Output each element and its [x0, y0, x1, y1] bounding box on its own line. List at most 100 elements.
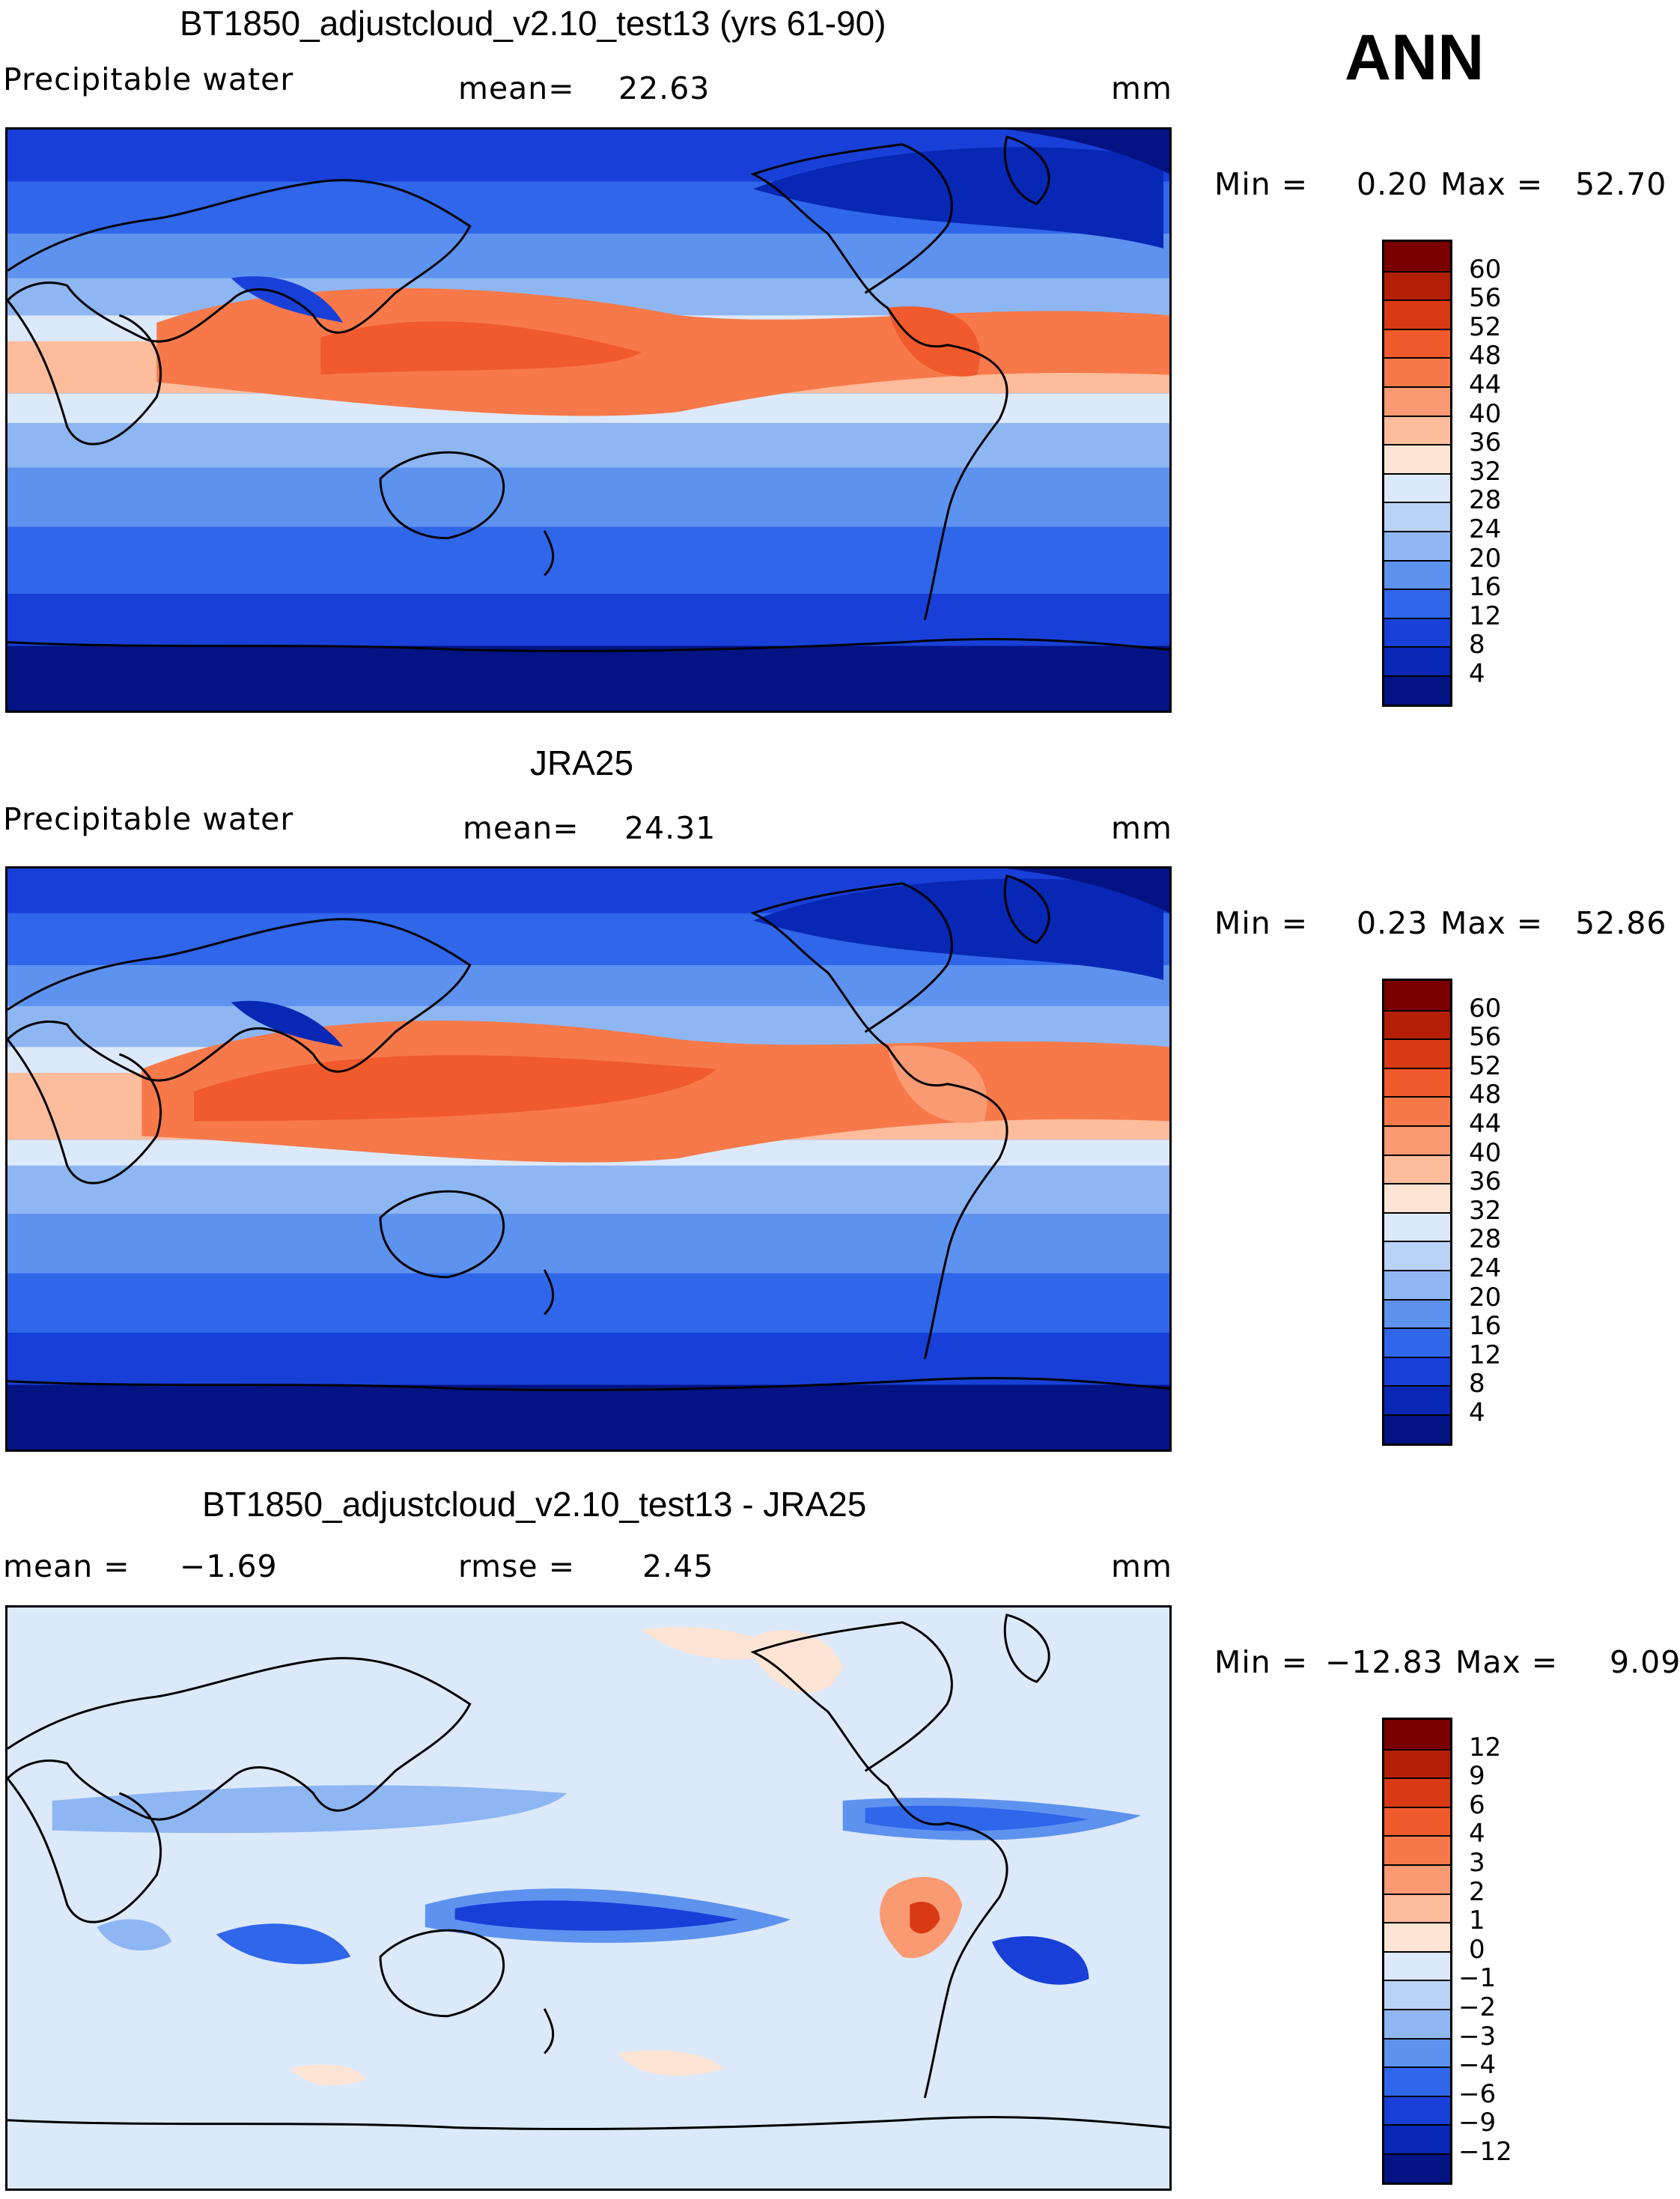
- colorbar-tick-label: 44: [1469, 370, 1502, 400]
- colorbar-swatch: [1384, 588, 1450, 618]
- colorbar-tick-label: 28: [1469, 1224, 1502, 1255]
- colorbar-tick-label: 8: [1469, 1369, 1485, 1399]
- colorbar-swatch: [1384, 1950, 1450, 1980]
- colorbar-swatch: [1384, 1806, 1450, 1836]
- panel2-min-label: Min =: [1214, 905, 1309, 941]
- colorbar-tick-label: 32: [1469, 456, 1502, 487]
- colorbar-swatch: [1384, 1835, 1450, 1864]
- colorbar-swatch: [1384, 530, 1450, 560]
- colorbar-tick-label: 9: [1469, 1761, 1485, 1792]
- colorbar-tick-label: 48: [1469, 1080, 1502, 1110]
- panel2-colorbar: [1382, 979, 1452, 1446]
- colorbar-swatch: [1384, 1154, 1450, 1184]
- colorbar-swatch: [1384, 1183, 1450, 1212]
- panel1-max-label: Max =: [1440, 166, 1544, 202]
- panel2-max-label: Max =: [1440, 905, 1544, 941]
- colorbar-tick-label: 36: [1469, 1167, 1502, 1197]
- panel3-mean-value: −1.69: [180, 1548, 278, 1584]
- panel1-min-value: 0.20: [1357, 166, 1428, 202]
- colorbar-tick-label: −2: [1458, 1992, 1497, 2022]
- panel3-max-label: Max =: [1455, 1644, 1559, 1680]
- colorbar-tick-label: 52: [1469, 311, 1502, 342]
- colorbar-tick-label: 60: [1469, 254, 1502, 285]
- colorbar-tick-label: 56: [1469, 283, 1502, 314]
- colorbar-swatch: [1384, 1385, 1450, 1414]
- colorbar-tick-label: 2: [1469, 1876, 1485, 1907]
- colorbar-tick-label: 12: [1469, 600, 1502, 631]
- panel3-rmse-value: 2.45: [642, 1548, 714, 1584]
- colorbar-swatch: [1384, 675, 1450, 705]
- colorbar-tick-label: 8: [1469, 630, 1485, 660]
- colorbar-tick-label: 20: [1469, 1282, 1502, 1313]
- colorbar-swatch: [1384, 1356, 1450, 1386]
- panel1-map-svg: [7, 130, 1169, 711]
- panel1-map: [5, 127, 1172, 713]
- colorbar-tick-label: −9: [1458, 2108, 1497, 2138]
- colorbar-swatch: [1384, 1777, 1450, 1807]
- colorbar-tick-label: 4: [1469, 1398, 1485, 1428]
- colorbar-swatch: [1384, 1327, 1450, 1357]
- panel3-title: BT1850_adjustcloud_v2.10_test13 - JRA25: [202, 1485, 867, 1524]
- colorbar-swatch: [1384, 2066, 1450, 2096]
- panel1-variable: Precipitable water: [3, 61, 294, 97]
- colorbar-swatch: [1384, 2037, 1450, 2067]
- season-label: ANN: [1345, 22, 1485, 94]
- panel3-units: mm: [1111, 1548, 1172, 1584]
- colorbar-swatch: [1384, 502, 1450, 531]
- panel2-units: mm: [1111, 810, 1172, 846]
- colorbar-swatch: [1384, 472, 1450, 502]
- panel1-mean-label: mean=: [458, 70, 575, 106]
- colorbar-swatch: [1384, 1096, 1450, 1125]
- colorbar-swatch: [1384, 559, 1450, 589]
- colorbar-tick-label: 36: [1469, 428, 1502, 458]
- colorbar-tick-label: 32: [1469, 1195, 1502, 1226]
- colorbar-swatch: [1384, 299, 1450, 329]
- colorbar-swatch: [1384, 2008, 1450, 2038]
- colorbar-tick-label: −4: [1458, 2050, 1497, 2081]
- panel3-map-svg: [7, 1608, 1169, 2189]
- panel3-map: [5, 1605, 1172, 2191]
- colorbar-tick-label: 16: [1469, 1311, 1502, 1342]
- colorbar-tick-label: 6: [1469, 1789, 1485, 1820]
- colorbar-tick-label: 16: [1469, 572, 1502, 603]
- colorbar-tick-label: −6: [1458, 2078, 1497, 2109]
- colorbar-swatch: [1384, 1893, 1450, 1923]
- colorbar-tick-label: −12: [1458, 2137, 1512, 2167]
- colorbar-tick-label: 1: [1469, 1906, 1485, 1936]
- panel1-colorbar: [1382, 240, 1452, 707]
- colorbar-swatch: [1384, 1922, 1450, 1951]
- colorbar-swatch: [1384, 1241, 1450, 1270]
- panel1-title: BT1850_adjustcloud_v2.10_test13 (yrs 61-…: [180, 4, 886, 43]
- colorbar-swatch: [1384, 242, 1450, 271]
- colorbar-tick-label: 52: [1469, 1050, 1502, 1081]
- panel3-max-value: 9.09: [1610, 1644, 1680, 1680]
- colorbar-swatch: [1384, 444, 1450, 473]
- colorbar-tick-label: 44: [1469, 1109, 1502, 1139]
- panel2-map-svg: [7, 869, 1169, 1450]
- panel1-mean-value: 22.63: [618, 70, 710, 106]
- colorbar-swatch: [1384, 1211, 1450, 1241]
- colorbar-swatch: [1384, 1748, 1450, 1778]
- colorbar-swatch: [1384, 1864, 1450, 1894]
- colorbar-swatch: [1384, 1009, 1450, 1039]
- colorbar-tick-label: 24: [1469, 514, 1502, 544]
- colorbar-swatch: [1384, 1980, 1450, 2009]
- panel1-max-value: 52.70: [1575, 166, 1667, 202]
- panel3-rmse-label: rmse =: [458, 1548, 576, 1584]
- colorbar-swatch: [1384, 386, 1450, 416]
- colorbar-swatch: [1384, 1298, 1450, 1328]
- colorbar-tick-label: 0: [1469, 1934, 1485, 1965]
- colorbar-swatch: [1384, 981, 1450, 1010]
- panel2-title: JRA25: [530, 743, 634, 782]
- colorbar-tick-label: 40: [1469, 1137, 1502, 1168]
- colorbar-swatch: [1384, 2124, 1450, 2153]
- colorbar-swatch: [1384, 617, 1450, 647]
- colorbar-swatch: [1384, 2095, 1450, 2125]
- colorbar-tick-label: 28: [1469, 485, 1502, 516]
- colorbar-swatch: [1384, 270, 1450, 300]
- colorbar-swatch: [1384, 1067, 1450, 1097]
- panel3-colorbar: [1382, 1718, 1452, 2185]
- colorbar-tick-label: 56: [1469, 1022, 1502, 1053]
- colorbar-tick-label: −3: [1458, 2021, 1497, 2052]
- panel3-mean-label: mean =: [3, 1548, 130, 1584]
